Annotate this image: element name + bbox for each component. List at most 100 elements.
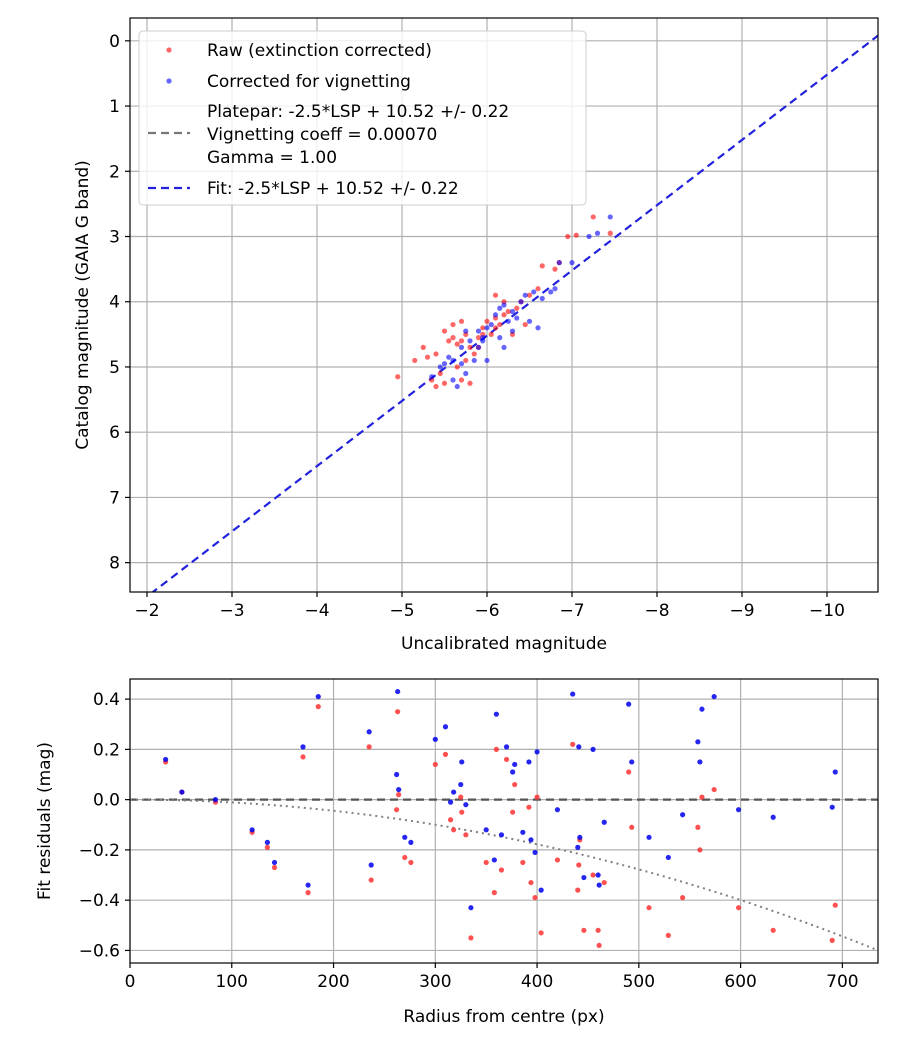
raw-point bbox=[412, 357, 418, 364]
raw-point bbox=[539, 263, 545, 269]
x-tick-label: 400 bbox=[521, 972, 553, 992]
corrected-point bbox=[596, 882, 602, 888]
corrected-point bbox=[305, 882, 311, 888]
raw-point bbox=[565, 233, 571, 240]
legend-platepar-label: Platepar: -2.5*LSP + 10.52 +/- 0.22 bbox=[207, 102, 509, 122]
raw-point bbox=[534, 794, 540, 800]
legend-gamma-label: Gamma = 1.00 bbox=[207, 148, 337, 168]
corrected-point bbox=[575, 844, 581, 850]
raw-point bbox=[396, 792, 402, 798]
residuals-y-ticks: 0.4 0.2 0.0 −0.2 −0.4 −0.6 bbox=[79, 690, 130, 961]
legend-box bbox=[138, 30, 587, 206]
corrected-point bbox=[534, 749, 540, 755]
corrected-point bbox=[451, 789, 457, 795]
corrected-point bbox=[491, 857, 497, 863]
raw-point bbox=[484, 318, 490, 324]
y-tick-label: 0.0 bbox=[93, 791, 120, 811]
raw-point bbox=[454, 341, 460, 347]
corrected-point bbox=[735, 807, 742, 813]
corrected-point bbox=[497, 305, 503, 311]
corrected-point bbox=[463, 328, 469, 334]
raw-point bbox=[522, 321, 528, 328]
raw-point bbox=[607, 230, 613, 236]
raw-point bbox=[433, 383, 439, 390]
corrected-point bbox=[454, 383, 460, 390]
calibration-y-ticks: 0 1 2 3 4 5 6 7 8 bbox=[109, 32, 130, 574]
corrected-point bbox=[770, 814, 776, 820]
raw-point bbox=[832, 902, 838, 908]
corrected-point bbox=[458, 344, 465, 350]
corrected-point bbox=[586, 233, 592, 240]
legend-raw-marker bbox=[166, 47, 172, 53]
raw-point bbox=[424, 354, 431, 360]
corrected-point bbox=[264, 839, 270, 845]
corrected-point bbox=[463, 370, 469, 377]
corrected-point bbox=[665, 854, 671, 861]
corrected-point bbox=[441, 361, 448, 367]
calibration-x-label: Uncalibrated magnitude bbox=[401, 634, 607, 654]
residuals-grid bbox=[129, 679, 878, 963]
corrected-point bbox=[450, 357, 456, 364]
raw-point bbox=[699, 794, 705, 800]
calibration-axes-frame bbox=[129, 17, 879, 593]
corrected-point bbox=[832, 769, 838, 775]
x-tick-label: 200 bbox=[317, 972, 349, 992]
y-tick-label: 7 bbox=[109, 488, 120, 508]
raw-point bbox=[735, 905, 742, 911]
calibration-x-ticks: −2 −3 −4 −5 −6 −7 −8 −9 −10 bbox=[134, 592, 845, 621]
raw-point bbox=[646, 905, 652, 911]
corrected-point bbox=[520, 829, 526, 835]
fit-line bbox=[151, 34, 878, 592]
raw-point bbox=[512, 781, 518, 788]
corrected-point bbox=[475, 344, 482, 350]
corrected-point bbox=[526, 759, 532, 765]
corrected-point bbox=[581, 874, 587, 881]
corrected-point bbox=[576, 744, 582, 750]
corrected-point bbox=[459, 759, 465, 765]
raw-point bbox=[711, 786, 717, 793]
raw-point bbox=[526, 292, 533, 298]
corrected-point bbox=[695, 739, 701, 745]
raw-point bbox=[601, 879, 607, 886]
corrected-point bbox=[829, 804, 835, 810]
corrected-point bbox=[626, 701, 632, 707]
corrected-point bbox=[552, 286, 558, 292]
raw-point bbox=[492, 292, 499, 298]
corrected-point bbox=[483, 827, 489, 833]
raw-point bbox=[510, 809, 516, 815]
raw-point bbox=[368, 877, 374, 883]
corrected-point bbox=[505, 318, 511, 324]
corrected-point bbox=[484, 325, 490, 331]
raw-point bbox=[573, 232, 579, 238]
raw-point bbox=[395, 709, 401, 715]
raw-point bbox=[590, 214, 596, 220]
raw-point bbox=[458, 794, 464, 800]
raw-point bbox=[590, 872, 596, 878]
corrected-point bbox=[492, 312, 499, 318]
calibration-plot: −2 −3 −4 −5 −6 −7 −8 −9 −10 0 1 2 3 4 5 6 7 8 Uncalibrat… bbox=[73, 17, 879, 654]
residuals-y-label: Fit residuals (mag) bbox=[35, 742, 55, 900]
corrected-point bbox=[249, 827, 255, 833]
raw-point bbox=[770, 927, 776, 933]
legend-vignetting-label: Vignetting coeff = 0.00070 bbox=[207, 125, 437, 145]
corrected-point bbox=[437, 364, 443, 370]
corrected-point bbox=[493, 711, 499, 717]
x-tick-label: 600 bbox=[724, 972, 756, 992]
residuals-axes-frame bbox=[129, 678, 879, 964]
raw-point bbox=[695, 824, 701, 830]
corrected-point bbox=[569, 260, 575, 266]
raw-point bbox=[483, 859, 489, 866]
corrected-point bbox=[577, 834, 583, 840]
raw-point bbox=[665, 932, 671, 938]
corrected-point bbox=[590, 746, 596, 752]
corrected-point bbox=[501, 344, 507, 350]
legend-corrected-marker bbox=[166, 78, 172, 84]
corrected-point bbox=[646, 834, 652, 840]
corrected-point bbox=[512, 761, 518, 768]
corrected-point bbox=[497, 335, 503, 341]
x-tick-label: −2 bbox=[134, 601, 159, 621]
raw-point bbox=[315, 704, 321, 710]
raw-residual-points bbox=[163, 704, 838, 949]
raw-point bbox=[395, 374, 401, 380]
